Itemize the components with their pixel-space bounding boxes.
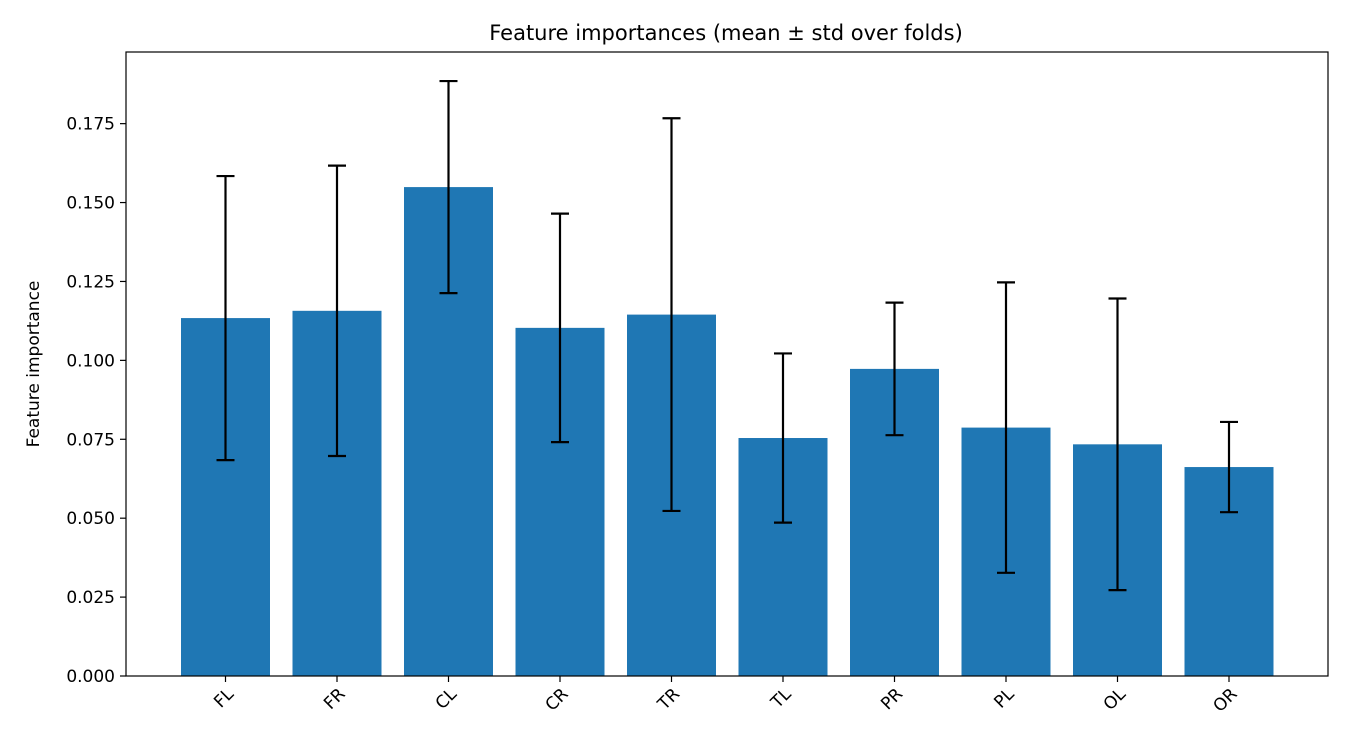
error-bar-tr [662,117,681,513]
error-bar-pl [997,281,1015,574]
bars [181,187,1274,676]
plot-frame [125,51,1329,677]
y-tick-label: 0.175 [66,115,115,135]
error-bar-or [1220,420,1238,514]
x-tick-label: TR [653,684,684,715]
x-axis: FL FR CL CR TR TL PR PL OL OR [210,676,1242,716]
error-bar-pr [885,301,904,437]
y-tick-label: 0.125 [66,272,115,292]
x-tick-label: FL [210,684,238,712]
y-tick-label: 0.100 [66,351,115,371]
x-tick-label: PL [990,684,1018,712]
x-tick-label: OL [1100,684,1131,715]
error-bars [216,79,1238,592]
x-tick-label: CL [432,684,462,714]
y-axis-label: Feature importance [24,281,44,448]
x-tick-label: PR [877,684,907,714]
error-bar-fl [216,174,235,462]
y-tick-label: 0.050 [66,509,115,529]
y-tick-label: 0.025 [66,588,115,608]
error-bar-cr [551,212,569,444]
error-bar-fr [328,164,346,458]
x-tick-label: OR [1210,684,1242,716]
y-tick-label: 0.150 [66,194,115,214]
error-bar-cl [439,79,458,295]
chart-title: Feature importances (mean ± std over fol… [489,21,963,45]
x-tick-label: TL [767,684,796,713]
x-tick-label: CR [542,684,573,715]
y-axis: 0.000 0.025 0.050 0.075 0.100 0.125 0.150 0.175 [66,115,126,687]
y-tick-label: 0.000 [66,667,115,687]
x-tick-label: FR [320,684,350,714]
y-tick-label: 0.075 [66,430,115,450]
error-bar-tl [774,352,792,524]
error-bar-ol [1108,297,1127,592]
